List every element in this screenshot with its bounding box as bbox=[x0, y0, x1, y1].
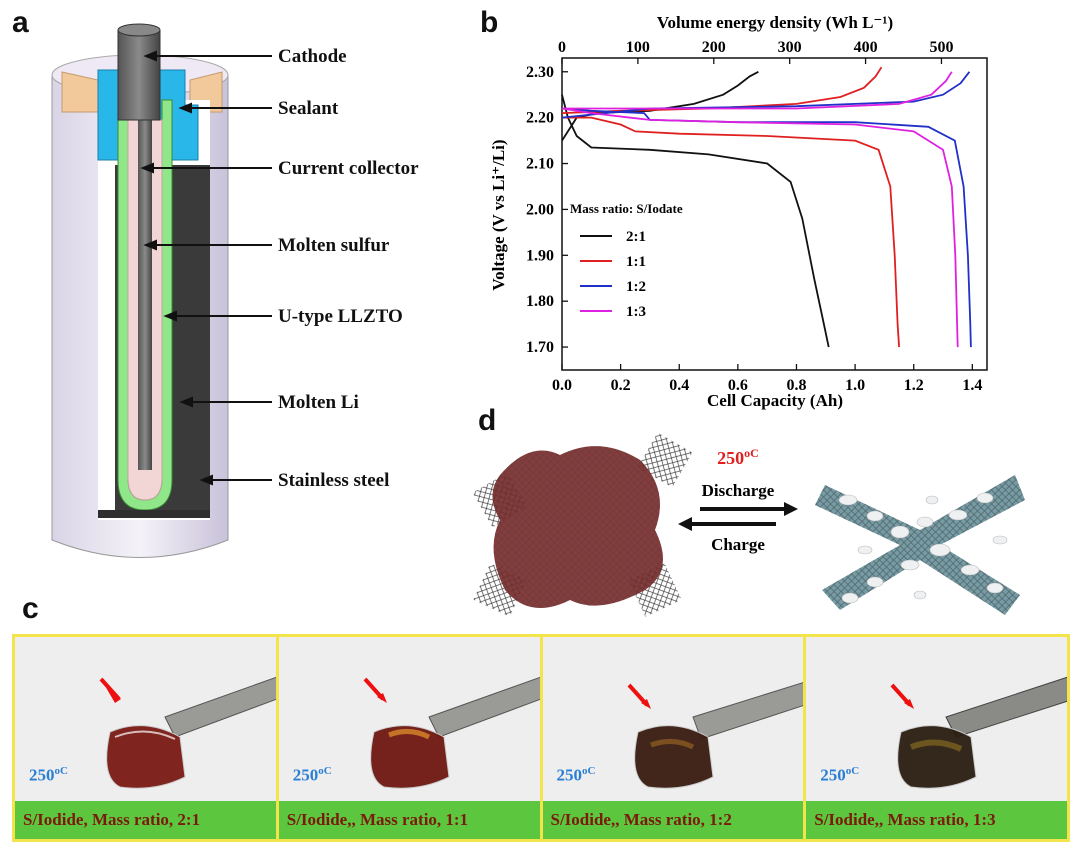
label-molten-li: Molten Li bbox=[278, 392, 359, 413]
x-tick-label: 0.0 bbox=[552, 377, 572, 394]
y-tick-label: 1.90 bbox=[526, 247, 554, 264]
top-tick-label: 200 bbox=[702, 39, 726, 56]
y-axis-label: Voltage (V vs Li⁺/Li) bbox=[489, 139, 508, 290]
series-1-2-charge-line bbox=[561, 71, 971, 119]
y-tick-label: 2.10 bbox=[526, 156, 554, 173]
x-tick-label: 1.0 bbox=[845, 377, 865, 394]
label-u-type-llzto: U-type LLZTO bbox=[278, 306, 403, 327]
photo-caption: S/Iodide, Mass ratio, 2:1 bbox=[15, 801, 276, 839]
label-sealant: Sealant bbox=[278, 98, 339, 119]
temperature-label: 250oC bbox=[292, 765, 332, 785]
legend: 2:1 1:1 1:2 1:3 bbox=[580, 229, 646, 320]
discharge-label: Discharge bbox=[702, 481, 775, 500]
temperature-label: 250oC bbox=[29, 765, 68, 785]
temperature-label-d: 250oC bbox=[717, 446, 759, 468]
x-axis-label: Cell Capacity (Ah) bbox=[707, 391, 843, 410]
legend-label: 1:3 bbox=[626, 304, 646, 320]
legend-label: 1:2 bbox=[626, 279, 646, 295]
molecule-charged bbox=[815, 475, 1025, 615]
label-stainless-steel: Stainless steel bbox=[278, 470, 389, 491]
voltage-capacity-chart: 0.0 0.2 0.4 0.6 0.8 1.0 1.2 1.4 1.70 1.80 1.90 2.0… bbox=[489, 13, 988, 410]
top-axis-ticks: 0 100 200 300 400 500 bbox=[558, 39, 953, 64]
photo-ratio-1-1: 250oC S/Iodide,, Mass ratio, 1:1 bbox=[278, 637, 540, 839]
y-tick-label: 2.30 bbox=[526, 64, 554, 81]
panel-letter-d: d bbox=[478, 404, 497, 437]
top-axis-label: Volume energy density (Wh L⁻¹) bbox=[657, 13, 893, 32]
temperature-label: 250oC bbox=[556, 765, 596, 785]
panel-letter-b: b bbox=[480, 6, 499, 39]
label-molten-sulfur: Molten sulfur bbox=[278, 235, 390, 256]
legend-label: 2:1 bbox=[626, 229, 646, 245]
legend-label: 1:1 bbox=[626, 254, 646, 270]
label-cathode: Cathode bbox=[278, 46, 347, 67]
photo-caption: S/Iodide,, Mass ratio, 1:3 bbox=[806, 801, 1067, 839]
x-tick-label: 0.6 bbox=[728, 377, 748, 394]
top-tick-label: 400 bbox=[854, 39, 878, 56]
molecule-discharged bbox=[472, 432, 693, 617]
y-axis-ticks: 1.70 1.80 1.90 2.00 2.10 2.20 2.30 bbox=[526, 64, 568, 356]
top-tick-label: 100 bbox=[626, 39, 650, 56]
top-tick-label: 0 bbox=[558, 39, 566, 56]
series-1-3-charge-line bbox=[562, 71, 953, 110]
label-current-collector: Current collector bbox=[278, 158, 419, 179]
x-tick-label: 0.2 bbox=[611, 377, 631, 394]
x-tick-label: 1.2 bbox=[904, 377, 924, 394]
x-tick-label: 1.4 bbox=[962, 377, 982, 394]
x-tick-label: 0.4 bbox=[669, 377, 689, 394]
x-axis-ticks: 0.0 0.2 0.4 0.6 0.8 1.0 1.2 1.4 bbox=[552, 364, 982, 394]
photo-ratio-1-3: 250oC S/Iodide,, Mass ratio, 1:3 bbox=[806, 637, 1067, 839]
photo-caption: S/Iodide,, Mass ratio, 1:1 bbox=[278, 801, 540, 839]
y-tick-label: 1.70 bbox=[526, 339, 554, 356]
photo-ratio-1-2: 250oC S/Iodide,, Mass ratio, 1:2 bbox=[542, 637, 804, 839]
panel-letter-a: a bbox=[12, 6, 29, 39]
photo-ratio-2-1: 250oC S/Iodide, Mass ratio, 2:1 bbox=[15, 637, 276, 839]
photo-strip: 250oC S/Iodide, Mass ratio, 2:1 250oC S/… bbox=[12, 634, 1070, 842]
y-tick-label: 2.20 bbox=[526, 110, 554, 127]
series-2-1-charge-line bbox=[561, 71, 759, 142]
series-1-3-discharge-line bbox=[561, 107, 959, 348]
temperature-label: 250oC bbox=[820, 765, 860, 785]
x-tick-label: 0.8 bbox=[786, 377, 806, 394]
series-1-1-discharge-line bbox=[562, 116, 900, 348]
charge-label: Charge bbox=[711, 535, 765, 554]
photo-caption: S/Iodide,, Mass ratio, 1:2 bbox=[542, 801, 804, 839]
top-tick-label: 500 bbox=[929, 39, 953, 56]
series-lines bbox=[561, 66, 972, 348]
series-2-1-discharge-line bbox=[561, 94, 830, 348]
series-1-2-discharge-line bbox=[561, 107, 972, 348]
top-tick-label: 300 bbox=[778, 39, 802, 56]
molecular-schematic: 250oC Discharge Charge bbox=[472, 432, 1025, 617]
y-tick-label: 2.00 bbox=[526, 201, 554, 218]
y-tick-label: 1.80 bbox=[526, 293, 554, 310]
legend-title: Mass ratio: S/Iodate bbox=[570, 201, 683, 216]
plot-frame bbox=[561, 57, 988, 371]
panel-letter-c: c bbox=[22, 592, 39, 625]
battery-schematic: Cathode Sealant Current collector Molten… bbox=[51, 23, 419, 558]
